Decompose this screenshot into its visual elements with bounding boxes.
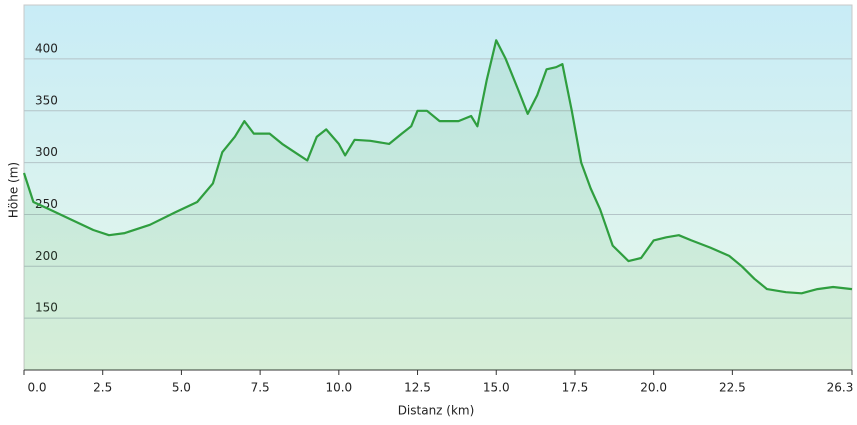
x-tick-label: 15.0 bbox=[483, 381, 510, 395]
y-tick-label: 150 bbox=[35, 301, 58, 315]
x-tick-label: 7.5 bbox=[251, 381, 270, 395]
x-tick-label: 20.0 bbox=[640, 381, 667, 395]
area-fill bbox=[24, 40, 852, 371]
x-tick-label: 17.5 bbox=[562, 381, 589, 395]
elevation-line bbox=[22, 39, 853, 295]
y-tick-label: 350 bbox=[35, 93, 58, 107]
x-tick-label: 0.0 bbox=[27, 381, 46, 395]
y-tick-label: 250 bbox=[35, 197, 58, 211]
y-tick-label: 200 bbox=[35, 249, 58, 263]
x-tick-label: 26.3 bbox=[827, 381, 854, 395]
x-tick-label: 2.5 bbox=[93, 381, 112, 395]
x-tick-label: 22.5 bbox=[719, 381, 746, 395]
plot-area bbox=[23, 4, 853, 371]
x-axis-label: Distanz (km) bbox=[398, 404, 475, 418]
y-tick-label: 300 bbox=[35, 145, 58, 159]
y-axis-label: Höhe (m) bbox=[7, 162, 21, 218]
x-tick-label: 12.5 bbox=[404, 381, 431, 395]
y-tick-label: 400 bbox=[35, 41, 58, 55]
x-tick-label: 5.0 bbox=[172, 381, 191, 395]
x-tick-label: 10.0 bbox=[325, 381, 352, 395]
